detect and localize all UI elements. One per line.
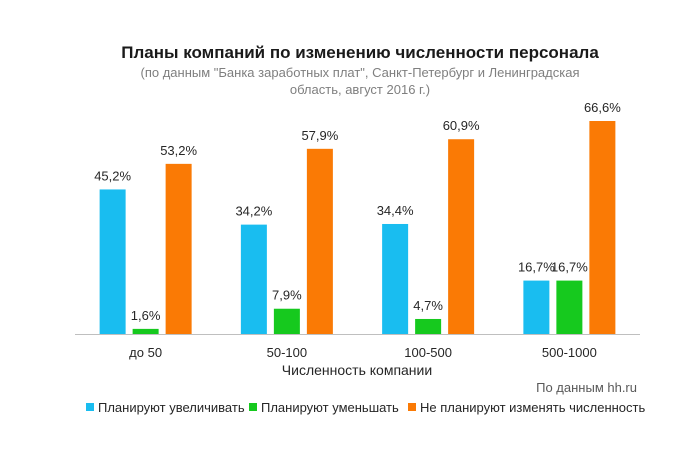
data-label: 57,9% bbox=[301, 128, 338, 143]
bar bbox=[448, 139, 475, 334]
bar bbox=[99, 189, 126, 334]
legend-swatch bbox=[249, 403, 257, 411]
bar bbox=[523, 280, 550, 334]
bar bbox=[556, 280, 583, 334]
data-label: 60,9% bbox=[443, 118, 480, 133]
data-label: 53,2% bbox=[160, 143, 197, 158]
legend-swatch bbox=[408, 403, 416, 411]
data-label: 16,7% bbox=[551, 260, 588, 275]
data-label: 1,6% bbox=[131, 308, 161, 323]
legend: Планируют увеличивать Планируют уменьшать… bbox=[86, 400, 645, 415]
x-tick-label: 50-100 bbox=[267, 345, 307, 360]
data-label: 4,7% bbox=[413, 298, 443, 313]
source-note: По данным hh.ru bbox=[536, 380, 637, 395]
legend-label: Планируют увеличивать bbox=[98, 400, 245, 415]
legend-swatch bbox=[86, 403, 94, 411]
x-axis-label: Численность компании bbox=[282, 362, 432, 378]
data-label: 34,4% bbox=[377, 203, 414, 218]
x-tick-label: 100-500 bbox=[404, 345, 452, 360]
data-label: 16,7% bbox=[518, 260, 555, 275]
bar bbox=[306, 148, 333, 334]
chart-title: Планы компаний по изменению численности … bbox=[121, 43, 599, 62]
x-tick-label: 500-1000 bbox=[542, 345, 597, 360]
data-label: 66,6% bbox=[584, 100, 621, 115]
data-label: 7,9% bbox=[272, 288, 302, 303]
bar bbox=[382, 223, 409, 334]
chart-subtitle-line-1: (по данным "Банка заработных плат", Санк… bbox=[141, 65, 580, 80]
legend-label: Не планируют изменять численность bbox=[420, 400, 645, 415]
bar bbox=[415, 318, 442, 334]
bar bbox=[589, 121, 616, 334]
data-label: 34,2% bbox=[235, 204, 272, 219]
data-label: 45,2% bbox=[94, 168, 131, 183]
bar bbox=[273, 308, 300, 334]
bar bbox=[132, 328, 159, 334]
bar bbox=[165, 163, 192, 334]
legend-label: Планируют уменьшать bbox=[261, 400, 399, 415]
x-tick-label: до 50 bbox=[129, 345, 162, 360]
bar bbox=[240, 224, 267, 334]
chart-subtitle-line-2: область, август 2016 г.) bbox=[290, 82, 430, 97]
plot-area: 45,2% 1,6% 53,2% до 50 34,2% 7,9% 57,9% 50-100 3… bbox=[75, 100, 640, 360]
